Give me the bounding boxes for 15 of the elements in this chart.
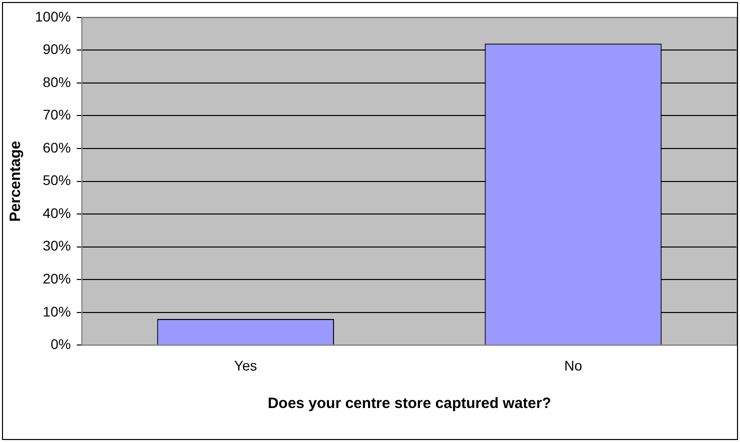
y-tick-label: 0% — [50, 336, 71, 352]
y-tick-label: 60% — [42, 139, 71, 156]
y-tick-label: 100% — [34, 8, 71, 24]
y-tick-label: 30% — [42, 238, 71, 254]
y-axis-title: Percentage — [7, 140, 24, 222]
y-tick-label: 10% — [42, 303, 71, 320]
y-tick-label: 50% — [42, 172, 71, 188]
y-tick-label: 90% — [42, 41, 71, 58]
y-tick-label: 20% — [42, 270, 71, 286]
x-tick-label: Yes — [234, 357, 258, 374]
x-axis-title: Does your centre store captured water? — [268, 395, 552, 412]
x-tick-label: No — [564, 357, 582, 374]
y-tick-label: 40% — [42, 204, 71, 221]
y-tick-label: 70% — [42, 106, 71, 123]
y-tick-label: 80% — [42, 74, 71, 90]
